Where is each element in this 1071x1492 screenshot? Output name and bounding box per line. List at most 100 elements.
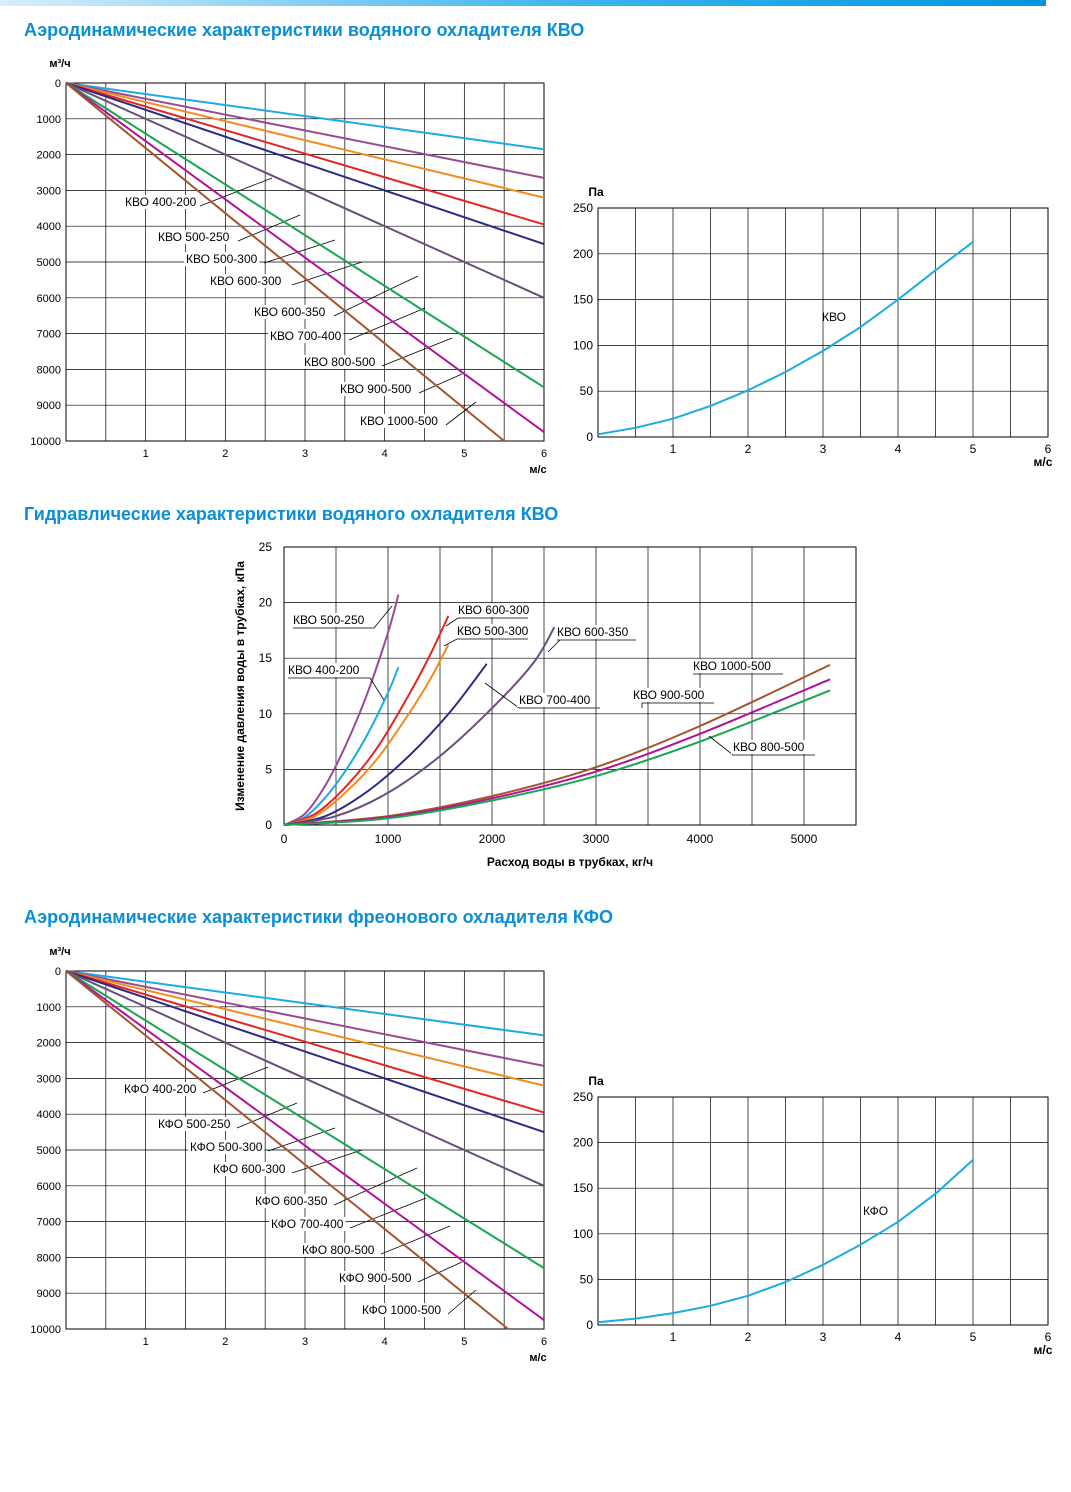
y-tick-label: 2000 xyxy=(37,150,61,162)
leader-line xyxy=(417,1261,463,1283)
x-tick-label: 1 xyxy=(670,442,677,456)
series-label-bg xyxy=(691,659,773,673)
y-tick-label: 5 xyxy=(265,762,272,776)
x-axis-label: м/с xyxy=(529,1352,546,1364)
x-tick-label: 5 xyxy=(461,1336,467,1348)
x-tick-label: 4 xyxy=(382,1336,388,1348)
series-line xyxy=(65,82,545,299)
y-tick-label: 1000 xyxy=(37,114,61,126)
series-label-bg xyxy=(286,663,362,677)
y-tick-label: 100 xyxy=(573,1227,593,1241)
y-tick-label: 8000 xyxy=(37,364,61,376)
series-label-bg xyxy=(253,1194,330,1208)
series-label-bg xyxy=(184,252,260,266)
series-label-bg xyxy=(456,603,532,617)
series-label-bg xyxy=(268,329,344,343)
series-line xyxy=(65,970,545,1134)
series-label-bg xyxy=(269,1217,346,1231)
series-label-bg xyxy=(555,625,631,639)
series-line xyxy=(597,241,974,436)
series-line xyxy=(597,1159,974,1324)
y-tick-label: 15 xyxy=(259,651,273,665)
leader-line xyxy=(641,702,714,708)
y-tick-label: 5000 xyxy=(37,1145,61,1157)
leader-line xyxy=(349,1197,427,1229)
title-hydro-kvo: Гидравлические характеристики водяного о… xyxy=(24,504,559,524)
series-label: КВО 400-200 xyxy=(288,663,360,677)
series-label-bg xyxy=(517,693,593,707)
plot-frame xyxy=(283,546,857,826)
series-label-bg xyxy=(360,1303,444,1317)
series-line xyxy=(65,82,505,442)
y-tick-label: 9000 xyxy=(37,1288,61,1300)
series-line xyxy=(283,666,400,826)
y-tick-label: 10 xyxy=(259,707,273,721)
y-tick-label: 5000 xyxy=(37,257,61,269)
series-label-bg xyxy=(337,1271,414,1285)
leader-line xyxy=(484,682,600,709)
series-line xyxy=(283,594,400,826)
x-tick-label: 3 xyxy=(820,442,827,456)
series-label-bg xyxy=(208,274,284,288)
leader-line xyxy=(445,617,528,627)
x-tick-label: 4 xyxy=(382,448,388,460)
series-label: КФО 600-300 xyxy=(213,1162,286,1176)
x-tick-label: 5 xyxy=(461,448,467,460)
series-label: КВО 500-300 xyxy=(457,624,529,638)
leader-line xyxy=(202,1066,269,1094)
series-label: КВО 500-250 xyxy=(158,230,230,244)
leader-line xyxy=(348,307,426,341)
leader-line xyxy=(708,735,815,756)
x-tick-label: 6 xyxy=(1045,442,1052,456)
series-label: КВО 600-300 xyxy=(458,603,530,617)
series-label: КФО 500-300 xyxy=(190,1140,263,1154)
series-line xyxy=(283,615,450,826)
series-line xyxy=(65,82,545,246)
series-label: КВО 900-500 xyxy=(340,382,412,396)
series-label: КФО 500-250 xyxy=(158,1117,231,1131)
series-label-bg xyxy=(211,1162,288,1176)
series-line xyxy=(65,970,545,1114)
series-label-bg xyxy=(291,613,367,627)
x-tick-label: 2 xyxy=(745,442,752,456)
y-tick-label: 200 xyxy=(573,1136,593,1150)
series-label: КФО 800-500 xyxy=(302,1243,375,1257)
x-tick-label: 1000 xyxy=(375,832,402,846)
series-label: КВО xyxy=(822,310,846,324)
series-line xyxy=(65,970,545,1087)
x-tick-label: 5 xyxy=(970,1330,977,1344)
x-axis-label: м/с xyxy=(529,464,546,476)
series-line xyxy=(65,970,545,1067)
series-line xyxy=(283,689,831,826)
y-axis-label: Па xyxy=(588,185,604,199)
series-label: КВО 900-500 xyxy=(633,688,705,702)
leader-line xyxy=(288,677,385,701)
series-line xyxy=(65,82,545,199)
series-label-bg xyxy=(252,305,328,319)
series-label-bg xyxy=(631,688,707,702)
plot-frame xyxy=(597,1096,1049,1326)
y-tick-label: 250 xyxy=(573,1090,593,1104)
y-tick-label: 0 xyxy=(586,1318,593,1332)
series-line xyxy=(283,644,450,826)
x-tick-label: 2 xyxy=(745,1330,752,1344)
x-tick-label: 2000 xyxy=(479,832,506,846)
chart-aero-kvo: 0 1000 2000 3000 4000 5000 6000 7000 8000 9000 100… xyxy=(30,58,547,476)
leader-line xyxy=(381,337,453,367)
series-label: КВО 700-400 xyxy=(519,693,591,707)
series-label-bg xyxy=(731,740,807,754)
series-label-bg xyxy=(156,1117,233,1131)
x-tick-label: 4000 xyxy=(687,832,714,846)
y-tick-label: 2000 xyxy=(37,1038,61,1050)
y-axis-label: м³/ч xyxy=(49,58,70,70)
leader-line xyxy=(418,373,463,394)
series-label-bg xyxy=(300,1243,377,1257)
x-tick-label: 5000 xyxy=(791,832,818,846)
x-tick-label: 6 xyxy=(541,448,547,460)
chart-hydro-kvo: 0 5 10 15 20 25 0 1000 2000 3000 4000 5000 Расход во… xyxy=(233,540,857,869)
x-tick-label: 6 xyxy=(541,1336,547,1348)
series-label-bg xyxy=(156,230,232,244)
y-tick-label: 0 xyxy=(55,966,61,978)
x-axis-label: Расход воды в трубках, кг/ч xyxy=(487,855,653,869)
series-label: КФО 700-400 xyxy=(271,1217,344,1231)
